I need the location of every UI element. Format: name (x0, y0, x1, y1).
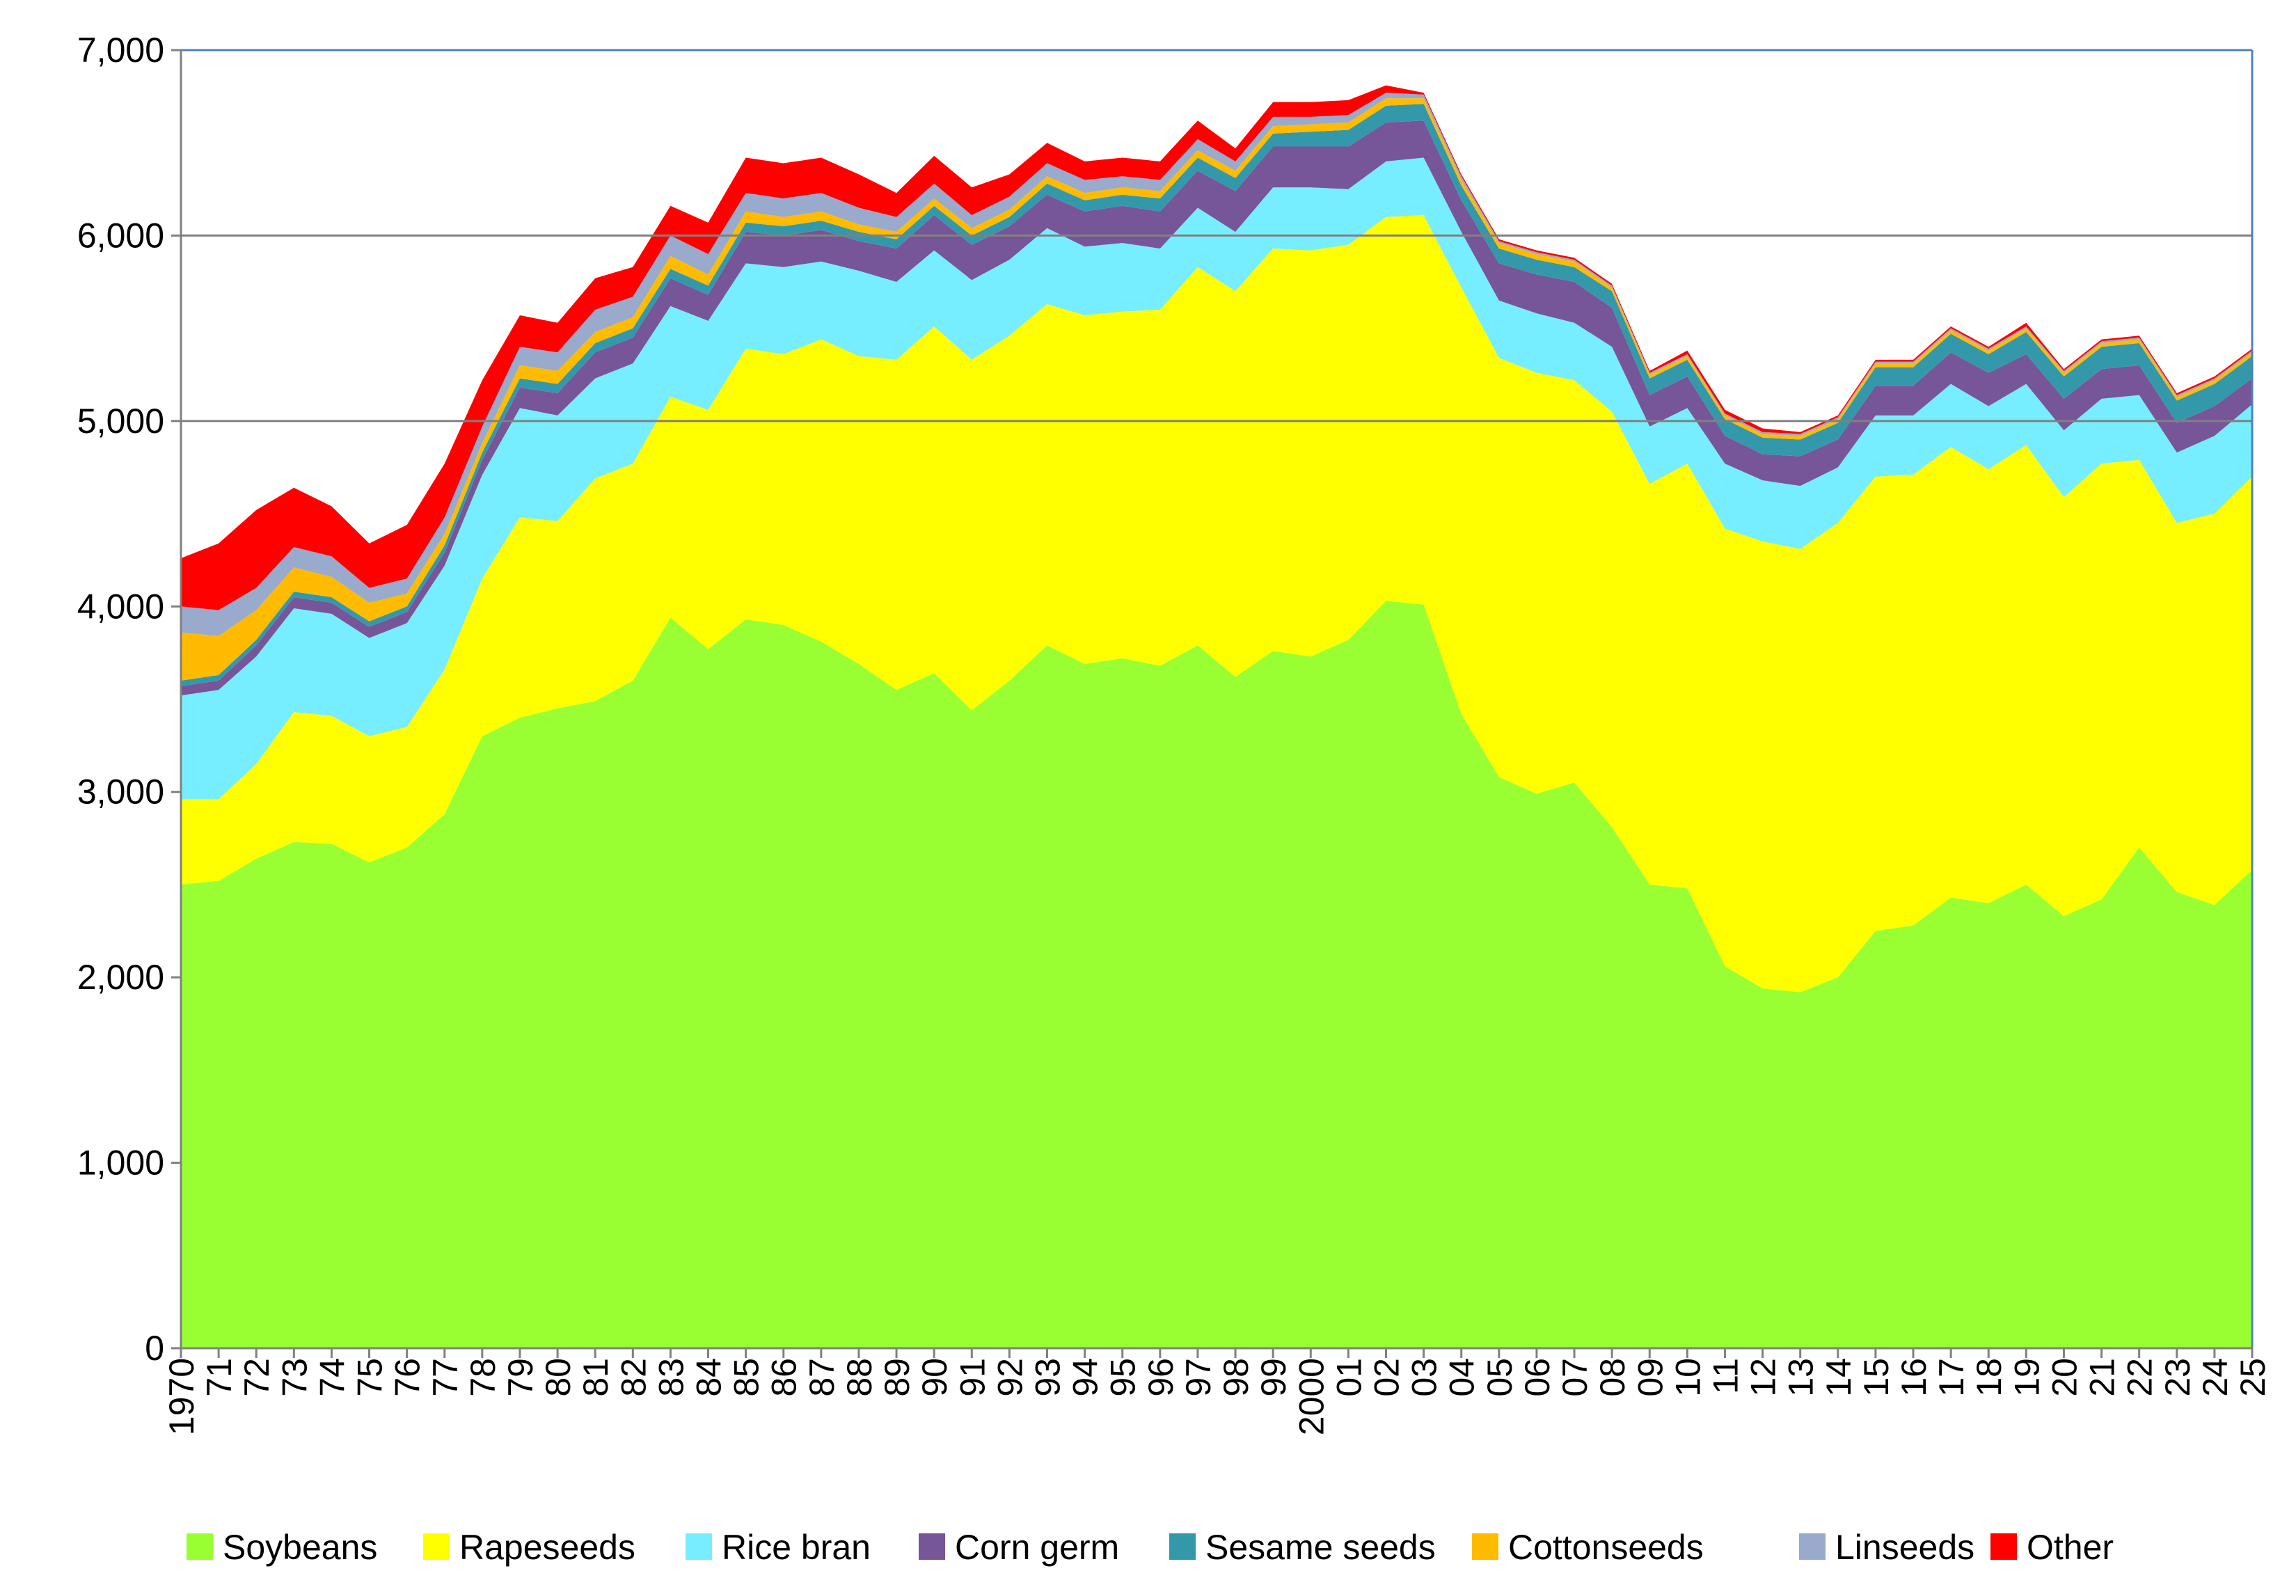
plot-frame (180, 49, 2254, 1350)
x-tick-label: 06 (1518, 1358, 1557, 1397)
series-areas (181, 85, 2252, 1348)
x-tick-label: 07 (1555, 1358, 1594, 1397)
x-tick-label: 99 (1254, 1358, 1293, 1397)
y-tick-label: 3,000 (77, 773, 164, 812)
legend-swatch-rapeseeds (423, 1533, 450, 1560)
legend-label-soybeans: Soybeans (223, 1528, 377, 1567)
x-tick-label: 22 (2121, 1358, 2160, 1397)
x-tick-label: 2000 (1292, 1358, 1331, 1435)
area-other (181, 85, 2252, 610)
x-tick-label: 23 (2158, 1358, 2197, 1397)
legend-swatch-linseeds (1799, 1533, 1826, 1560)
x-tick-label: 24 (2196, 1358, 2235, 1397)
legend-label-other: Other (2027, 1528, 2114, 1567)
x-tick-label: 93 (1029, 1358, 1068, 1397)
legend-label-linseeds: Linseeds (1835, 1528, 1974, 1567)
y-tick-label: 6,000 (77, 216, 164, 255)
x-tick-label: 90 (915, 1358, 954, 1397)
x-tick-label: 91 (953, 1358, 992, 1397)
x-tick-label: 79 (501, 1358, 540, 1397)
x-tick-label: 74 (312, 1358, 351, 1397)
x-tick-label: 01 (1329, 1358, 1368, 1397)
x-tick-label: 03 (1405, 1358, 1444, 1397)
x-tick-label: 14 (1819, 1358, 1858, 1397)
x-tick-label: 18 (1970, 1358, 2009, 1397)
x-tick-label: 92 (990, 1358, 1029, 1397)
x-tick-label: 11 (1706, 1358, 1745, 1394)
x-tick-label: 08 (1593, 1358, 1632, 1397)
x-tick-label: 82 (614, 1358, 653, 1397)
x-tick-label: 73 (275, 1358, 314, 1397)
legend-swatch-other (1990, 1533, 2017, 1560)
x-tick-label: 10 (1668, 1358, 1707, 1397)
x-tick-label: 12 (1744, 1358, 1783, 1397)
x-tick-label: 02 (1367, 1358, 1406, 1397)
legend-swatch-corn-germ (919, 1533, 945, 1560)
x-tick-label: 15 (1857, 1358, 1896, 1397)
x-tick-label: 76 (388, 1358, 427, 1397)
legend: Soybeans Rapeseeds Rice bran Corn germ Sesam… (187, 1528, 2114, 1567)
x-tick-label: 16 (1894, 1358, 1933, 1397)
x-tick-label: 09 (1631, 1358, 1670, 1397)
x-tick-label: 71 (200, 1358, 239, 1397)
x-tick-label: 83 (651, 1358, 690, 1397)
x-tick-label: 1970 (162, 1358, 201, 1435)
y-tick-label: 5,000 (77, 402, 164, 441)
x-tick-label: 17 (1932, 1358, 1971, 1397)
area-rapeseeds (181, 215, 2252, 993)
x-tick-label: 80 (539, 1358, 578, 1397)
legend-swatch-rice-bran (686, 1533, 712, 1560)
x-tick-label: 75 (351, 1358, 390, 1397)
x-tick-label: 05 (1480, 1358, 1519, 1397)
x-tick-label: 95 (1104, 1358, 1143, 1397)
legend-label-cottonseeds: Cottonseeds (1508, 1528, 1704, 1567)
x-tick-label: 25 (2233, 1358, 2272, 1397)
legend-swatch-sesame-seeds (1169, 1533, 1196, 1560)
x-tick-label: 78 (464, 1358, 502, 1397)
x-tick-label: 96 (1141, 1358, 1180, 1397)
x-tick-label: 88 (840, 1358, 879, 1397)
x-tick-label: 19 (2007, 1358, 2046, 1397)
x-tick-label: 89 (878, 1358, 917, 1397)
x-axis: 1970717273747576777879808182838485868788… (162, 1348, 2272, 1435)
x-tick-label: 87 (802, 1358, 841, 1397)
legend-label-corn-germ: Corn germ (955, 1528, 1119, 1567)
x-tick-label: 20 (2045, 1358, 2084, 1397)
area-soybeans (181, 601, 2252, 1348)
x-tick-label: 94 (1066, 1358, 1105, 1397)
x-tick-label: 77 (426, 1358, 465, 1397)
legend-swatch-soybeans (187, 1533, 213, 1560)
legend-label-rice-bran: Rice bran (722, 1528, 871, 1567)
y-tick-label: 1,000 (77, 1144, 164, 1183)
x-tick-label: 13 (1782, 1358, 1821, 1397)
gridlines (181, 234, 2252, 422)
x-tick-label: 97 (1179, 1358, 1218, 1397)
x-tick-label: 86 (765, 1358, 804, 1397)
legend-label-rapeseeds: Rapeseeds (459, 1528, 635, 1567)
x-tick-label: 85 (727, 1358, 766, 1397)
y-axis: 0 1,000 2,000 3,000 4,000 5,000 6,000 7,000 (77, 31, 181, 1368)
area-rice-bran (181, 157, 2252, 800)
y-tick-label: 4,000 (77, 587, 164, 626)
legend-label-sesame-seeds: Sesame seeds (1205, 1528, 1436, 1567)
x-tick-label: 81 (576, 1358, 615, 1397)
y-tick-label: 2,000 (77, 958, 164, 997)
legend-swatch-cottonseeds (1472, 1533, 1498, 1560)
x-tick-label: 98 (1217, 1358, 1256, 1397)
x-tick-label: 21 (2083, 1358, 2122, 1397)
y-tick-label: 0 (145, 1329, 164, 1368)
x-tick-label: 84 (690, 1358, 729, 1397)
y-tick-label: 7,000 (77, 31, 164, 70)
x-tick-label: 72 (237, 1358, 276, 1397)
x-tick-label: 04 (1443, 1358, 1482, 1397)
